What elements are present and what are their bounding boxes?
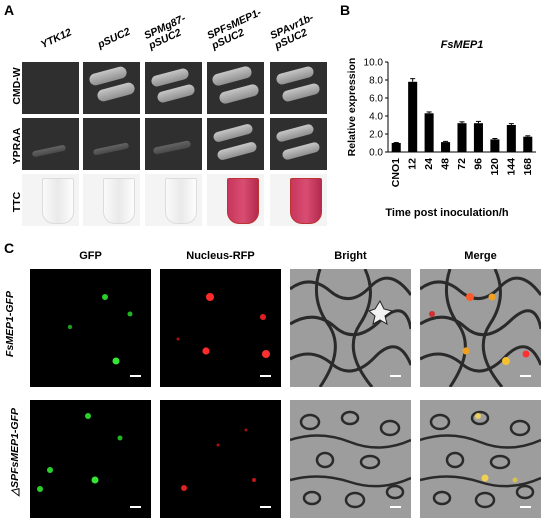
bar [523,136,533,152]
bar [391,143,401,152]
col-title-rfp: Nucleus-RFP [186,250,255,262]
x-tick-label: 24 [423,158,435,170]
panel-c-letter: C [4,240,15,256]
col-title-merge: Merge [464,250,497,262]
y-tick-label: 4.0 [369,112,383,123]
y-axis-title: Relative expression [346,58,358,157]
micro-r1-rfp [160,269,281,387]
y-tick-label: 10.0 [364,58,384,69]
x-tick-label: CNO1 [390,158,402,187]
micro-r2-bright [290,400,411,518]
panel-b-letter: B [340,2,351,18]
tube-ttc-spmg87 [145,174,202,226]
x-tick-label: 96 [472,158,484,170]
plate-ypraa-spfsmep1 [207,118,264,170]
plate-ypraa-spavr1b [270,118,327,170]
micro-r2-merge [420,400,541,518]
x-tick-label: 120 [489,158,501,176]
x-tick-label: 12 [407,158,419,170]
micro-r2-rfp [160,400,281,518]
y-tick-label: 0.0 [369,148,383,159]
y-tick-label: 8.0 [369,76,383,87]
x-tick-label: 48 [440,158,452,170]
bar [457,123,467,152]
plate-ypraa-ytk12 [22,118,79,170]
x-tick-label: 168 [522,158,534,176]
col-header-spmg87: SPMg87- pSUC2 [142,12,188,52]
bar [441,142,451,152]
x-tick-label: 72 [456,158,468,170]
plate-cmdw-spavr1b [270,62,327,114]
micro-r1-merge [420,269,541,387]
y-tick-label: 6.0 [369,94,383,105]
tube-ttc-spavr1b [270,174,327,226]
row-label-fsmep1-gfp: FsMEP1-GFP [4,291,16,357]
x-axis-title: Time post inoculation/h [385,207,509,219]
micro-r1-bright [290,269,411,387]
row-label-spfsmep1-gfp: △SPFsMEP1-GFP [9,408,21,497]
col-title-bright: Bright [334,250,367,262]
bar [506,125,516,152]
bar [490,139,500,152]
plate-cmdw-psuc2 [83,62,140,114]
micro-r1-gfp [30,269,151,387]
panel-a-letter: A [4,2,15,18]
tube-ttc-spfsmep1 [207,174,264,226]
plate-cmdw-spmg87 [145,62,202,114]
plate-cmdw-ytk12 [22,62,79,114]
x-tick-label: 144 [505,158,517,176]
bar [424,113,434,152]
plate-ypraa-psuc2 [83,118,140,170]
plate-cmdw-spfsmep1 [207,62,264,114]
bar [473,123,483,152]
col-header-spavr1b: SPAvr1b- pSUC2 [268,11,316,52]
col-header-ytk12: YTK12 [38,26,74,51]
y-tick-label: 2.0 [369,130,383,141]
micro-r2-gfp [30,400,151,518]
col-title-gfp: GFP [79,250,102,262]
expression-chart: FsMEP1 0.0 2.0 4.0 6.0 8.0 10.0 Relative expres… [346,39,536,219]
bar [408,81,418,152]
plate-ypraa-spmg87 [145,118,202,170]
tube-ttc-psuc2 [83,174,140,226]
chart-title: FsMEP1 [441,39,484,51]
col-header-spfsmep1: SPFsMEP1- pSUC2 [205,6,264,52]
col-header-psuc2: pSUC2 [95,25,133,51]
tube-ttc-ytk12 [22,174,79,226]
